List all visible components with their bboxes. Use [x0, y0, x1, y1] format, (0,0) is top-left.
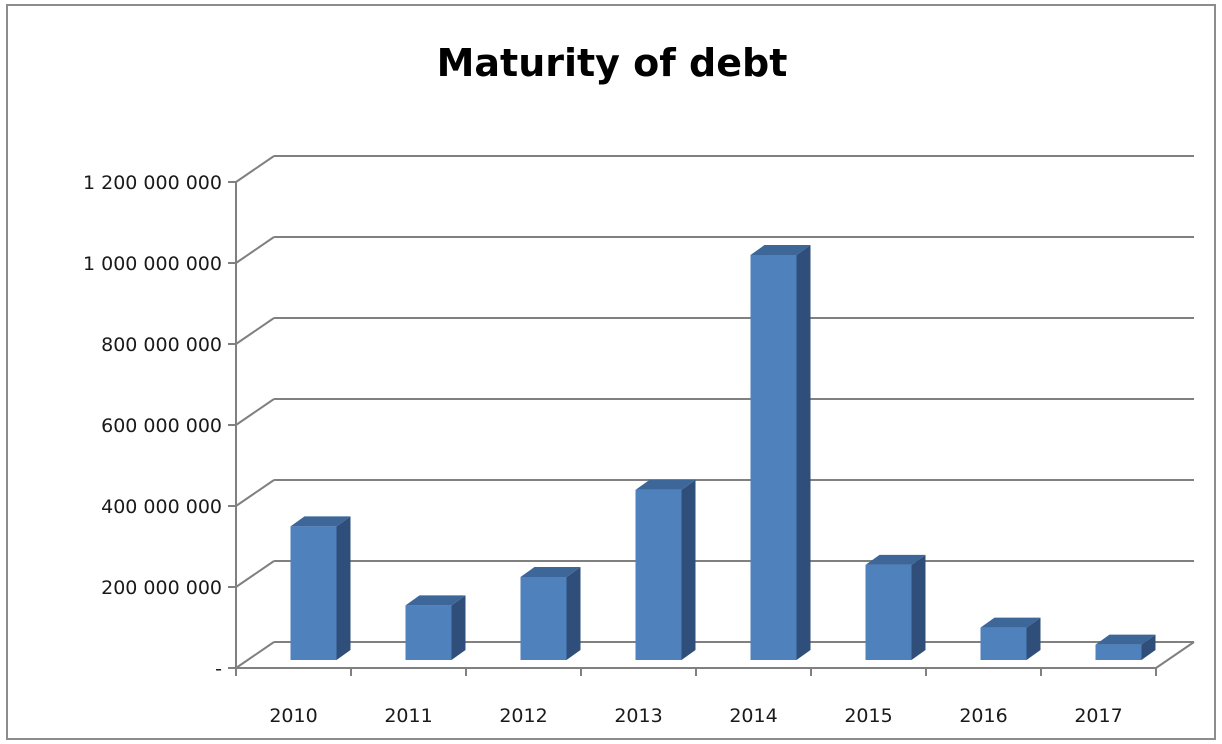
x-tick-label: 2014	[729, 705, 777, 727]
bar-side	[681, 479, 696, 660]
bar-side	[796, 245, 811, 660]
gridline-depth	[235, 317, 275, 345]
bar	[865, 564, 912, 660]
x-tick-label: 2016	[959, 705, 1007, 727]
bar	[520, 576, 567, 660]
bar	[405, 605, 452, 660]
x-tick-label: 2013	[614, 705, 662, 727]
bar-side	[1026, 617, 1041, 660]
bar-side	[451, 595, 466, 660]
gridline-depth	[235, 236, 275, 264]
x-tick-label: 2011	[384, 705, 432, 727]
gridline-depth	[235, 155, 275, 183]
y-tick-label: -	[215, 658, 222, 680]
bar-top	[635, 479, 696, 490]
bar-side	[566, 566, 581, 660]
y-tick-label: 200 000 000	[101, 577, 222, 599]
bar	[1095, 644, 1142, 660]
x-tick-label: 2017	[1074, 705, 1122, 727]
gridline-depth	[235, 641, 275, 669]
bar-top	[290, 516, 351, 527]
y-tick-label: 600 000 000	[101, 415, 222, 437]
y-tick-label: 800 000 000	[101, 334, 222, 356]
bar-side	[1141, 634, 1156, 660]
y-tick-label: 1 200 000 000	[83, 172, 222, 194]
bar	[980, 627, 1027, 660]
y-tick-label: 1 000 000 000	[83, 253, 222, 275]
y-tick-label: 400 000 000	[101, 496, 222, 518]
label-layer: - 200 000 000 400 000 000 600 000 000 800 00…	[83, 172, 1123, 727]
bar-side	[336, 516, 351, 660]
x-tick-label: 2012	[499, 705, 547, 727]
axis-layer	[228, 181, 1195, 676]
bar-side	[911, 554, 926, 660]
bar	[290, 526, 337, 660]
x-tick-label: 2015	[844, 705, 892, 727]
bar	[635, 489, 682, 660]
bar-top	[520, 566, 581, 577]
bar-top	[405, 595, 466, 606]
chart-title: Maturity of debt	[437, 41, 788, 85]
gridline-depth	[235, 398, 275, 426]
floor-edge	[1155, 641, 1195, 669]
bar-layer	[290, 245, 1156, 660]
gridline-depth	[235, 479, 275, 507]
chart-frame	[6, 4, 1216, 740]
bar-top	[750, 245, 811, 255]
bar	[750, 255, 797, 660]
x-tick-label: 2010	[269, 705, 317, 727]
bar-top	[865, 554, 926, 565]
gridline-depth	[235, 560, 275, 588]
grid-layer	[235, 155, 1194, 669]
bar-top	[980, 617, 1041, 628]
bar-top	[1095, 634, 1156, 645]
